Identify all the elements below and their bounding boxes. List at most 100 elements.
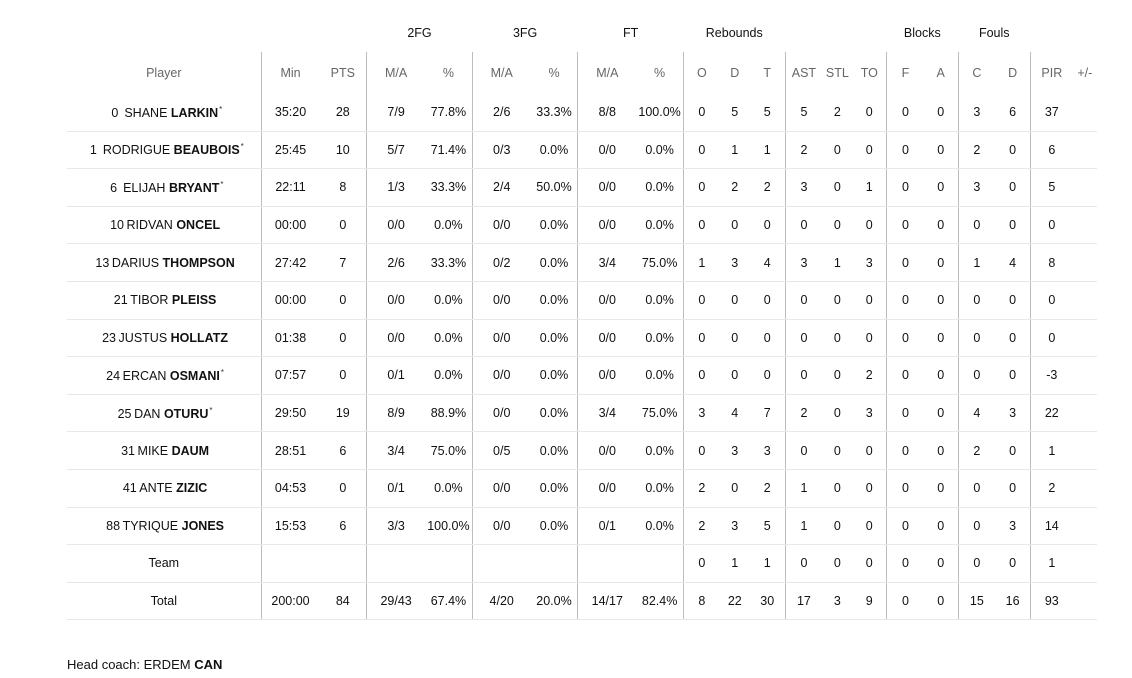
- player-row[interactable]: 10 RIDVAN ONCEL 00:00 0 0/0 0.0% 0/0 0.0% 0/0 0.0…: [67, 206, 1097, 245]
- player-name-cell[interactable]: 31 MIKE DAUM: [67, 431, 262, 470]
- cell-pts: 6: [319, 431, 367, 470]
- cell-foul-c: 2: [957, 431, 996, 470]
- cell-fg3-ma: [471, 544, 531, 583]
- cell-foul-c: 0: [957, 507, 996, 546]
- cell-pts: 0: [319, 469, 367, 508]
- player-row[interactable]: 25 DAN OTURU* 29:50 19 8/9 88.9% 0/0 0.0% 3/4 75.…: [67, 394, 1097, 433]
- cell-to: 0: [852, 94, 887, 132]
- col-header-2fg-ma[interactable]: M/A: [366, 52, 426, 94]
- player-name-cell[interactable]: 13 DARIUS THOMPSON: [67, 243, 262, 282]
- player-first-name: DAN: [134, 406, 161, 421]
- col-header-blk-f[interactable]: F: [886, 52, 924, 94]
- col-header-pir[interactable]: PIR: [1029, 52, 1073, 94]
- col-header-stl[interactable]: STL: [825, 66, 849, 80]
- cell-pm: [1072, 394, 1097, 433]
- cell-min: 35:20: [260, 94, 320, 132]
- col-header-ft-pct[interactable]: %: [654, 66, 666, 80]
- player-last-name: PLEISS: [171, 293, 217, 308]
- cell-foul-c: 4: [957, 394, 996, 433]
- total-row: Total 200:00 84 29/43 67.4% 4/20 20.0% 14/17 82.…: [67, 582, 1097, 621]
- cell-foul-d: 0: [995, 469, 1031, 508]
- cell-pts: 0: [319, 319, 367, 358]
- col-header-ft-ma[interactable]: M/A: [577, 52, 637, 94]
- col-header-reb-o[interactable]: O: [682, 52, 720, 94]
- cell-pir: 2: [1029, 469, 1073, 508]
- cell-ft-ma: 0/0: [577, 431, 637, 470]
- cell-ft-ma: 0/0: [577, 131, 637, 170]
- cell-reb-t: 7: [749, 394, 786, 433]
- cell-fg3-ma: 0/2: [471, 243, 531, 282]
- player-row[interactable]: 0 SHANE LARKIN* 35:20 28 7/9 77.8% 2/6 33.3% 8/8…: [67, 94, 1097, 132]
- col-header-3fg-pct[interactable]: %: [548, 66, 560, 80]
- cell-reb-t: 1: [749, 131, 786, 170]
- cell-blk-a: 0: [923, 431, 959, 470]
- player-name-cell[interactable]: 24 ERCAN OSMANI*: [67, 356, 262, 395]
- player-row[interactable]: 1 RODRIGUE BEAUBOIS* 25:45 10 5/7 71.4% 0/3 0.0…: [67, 131, 1097, 170]
- cell-blk-f: 0: [886, 281, 924, 320]
- cell-reb-t: 30: [749, 582, 786, 621]
- player-name-cell[interactable]: 23 JUSTUS HOLLATZ: [67, 319, 262, 358]
- cell-pm: [1072, 94, 1097, 132]
- cell-blk-a: 0: [923, 281, 959, 320]
- player-row[interactable]: 88 TYRIQUE JONES 15:53 6 3/3 100.0% 0/0 0.0% 0/1…: [67, 507, 1097, 546]
- cell-pts: 8: [319, 168, 367, 207]
- col-header-min[interactable]: Min: [260, 52, 320, 94]
- player-row[interactable]: 21 TIBOR PLEISS 00:00 0 0/0 0.0% 0/0 0.0% 0/0 0.0…: [67, 281, 1097, 320]
- cell-ft-pct: 82.4%: [636, 582, 684, 621]
- cell-reb-o: 0: [682, 168, 720, 207]
- cell-min: 00:00: [260, 206, 320, 245]
- col-header-blk-a[interactable]: A: [936, 66, 945, 80]
- player-row[interactable]: 13 DARIUS THOMPSON 27:42 7 2/6 33.3% 0/2 0.0% 3/…: [67, 243, 1097, 282]
- cell-stl: 0: [822, 131, 853, 170]
- player-name-cell[interactable]: 1 RODRIGUE BEAUBOIS*: [67, 131, 262, 170]
- player-name-cell[interactable]: 88 TYRIQUE JONES: [67, 507, 262, 546]
- col-header-player[interactable]: Player: [146, 66, 182, 80]
- col-header-to[interactable]: TO: [860, 66, 878, 80]
- col-header-pts[interactable]: PTS: [330, 66, 355, 80]
- cell-min: 04:53: [260, 469, 320, 508]
- cell-fg3-ma: 0/0: [471, 319, 531, 358]
- cell-blk-f: 0: [886, 131, 924, 170]
- cell-ast: 0: [784, 356, 823, 395]
- col-header-foul-d[interactable]: D: [1008, 66, 1018, 80]
- col-header-foul-c[interactable]: C: [957, 52, 996, 94]
- cell-reb-t: 0: [749, 319, 786, 358]
- col-header-reb-t[interactable]: T: [763, 66, 772, 80]
- player-name-cell[interactable]: 41 ANTE ZIZIC: [67, 469, 262, 508]
- cell-pm: [1072, 507, 1097, 546]
- player-row[interactable]: 31 MIKE DAUM 28:51 6 3/4 75.0% 0/5 0.0% 0/0 0.0% 0…: [67, 431, 1097, 470]
- cell-fg2-ma: 3/3: [366, 507, 426, 546]
- cell-fg2-pct: 100.0%: [425, 507, 473, 546]
- player-name-cell[interactable]: 21 TIBOR PLEISS: [67, 281, 262, 320]
- cell-fg3-pct: 0.0%: [530, 243, 578, 282]
- cell-fg3-pct: 33.3%: [530, 94, 578, 132]
- player-name-cell[interactable]: 6 ELIJAH BRYANT*: [67, 168, 262, 207]
- col-header-3fg-ma[interactable]: M/A: [471, 52, 531, 94]
- cell-fg2-ma: 3/4: [366, 431, 426, 470]
- cell-foul-d: 4: [995, 243, 1031, 282]
- col-header-plus-minus[interactable]: +/-: [1077, 66, 1093, 80]
- starter-marker: *: [220, 179, 224, 189]
- group-header-fouls: Fouls: [978, 26, 1010, 40]
- cell-stl: 2: [822, 94, 853, 132]
- col-header-reb-d[interactable]: D: [730, 66, 740, 80]
- cell-ft-pct: 0.0%: [636, 281, 684, 320]
- col-header-2fg-pct[interactable]: %: [442, 66, 454, 80]
- player-name-cell[interactable]: 0 SHANE LARKIN*: [67, 94, 262, 132]
- cell-blk-a: 0: [923, 394, 959, 433]
- cell-to: 2: [852, 356, 887, 395]
- player-name-cell[interactable]: 25 DAN OTURU*: [67, 394, 262, 433]
- cell-ft-ma: 0/0: [577, 469, 637, 508]
- player-row[interactable]: 6 ELIJAH BRYANT* 22:11 8 1/3 33.3% 2/4 50.0% 0/0…: [67, 168, 1097, 207]
- player-row[interactable]: 23 JUSTUS HOLLATZ 01:38 0 0/0 0.0% 0/0 0.0% 0/0 0…: [67, 319, 1097, 358]
- player-row[interactable]: 24 ERCAN OSMANI* 07:57 0 0/1 0.0% 0/0 0.0% 0/0 0.…: [67, 356, 1097, 395]
- head-coach-label: Head coach:: [67, 657, 140, 672]
- player-name-cell[interactable]: 10 RIDVAN ONCEL: [67, 206, 262, 245]
- player-row[interactable]: 41 ANTE ZIZIC 04:53 0 0/1 0.0% 0/0 0.0% 0/0 0.0% 2…: [67, 469, 1097, 508]
- cell-pir: -3: [1029, 356, 1073, 395]
- col-header-ast[interactable]: AST: [784, 52, 823, 94]
- cell-to: 0: [852, 507, 887, 546]
- cell-fg3-pct: 0.0%: [530, 131, 578, 170]
- cell-ft-ma: 3/4: [577, 394, 637, 433]
- cell-min: 01:38: [260, 319, 320, 358]
